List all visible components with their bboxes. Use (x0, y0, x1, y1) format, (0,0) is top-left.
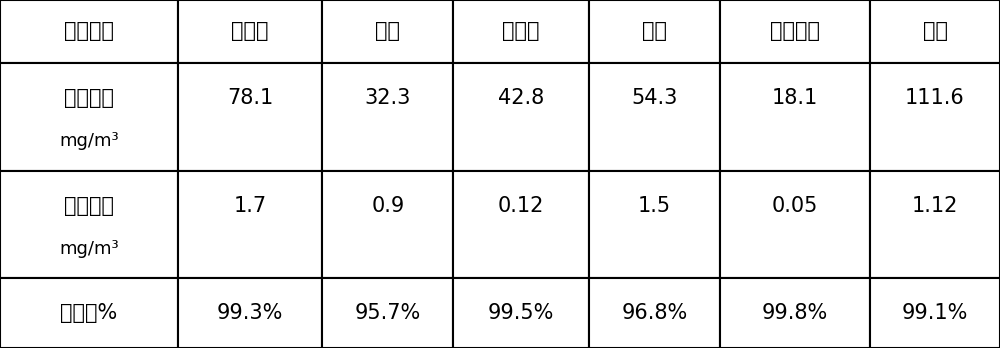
Bar (870, 278, 1000, 348)
Bar (178, 171, 322, 278)
Bar (322, 0, 453, 63)
Bar (589, 278, 720, 348)
Text: 99.3%: 99.3% (217, 303, 283, 323)
Text: 重铬酸: 重铬酸 (502, 21, 540, 41)
Text: 进口浓度: 进口浓度 (64, 88, 114, 108)
Bar (589, 0, 720, 63)
Text: 乙酸乙酯: 乙酸乙酯 (770, 21, 820, 41)
Bar (453, 278, 589, 348)
Bar (870, 0, 1000, 63)
Text: 1.5: 1.5 (638, 196, 671, 216)
Text: 42.8: 42.8 (498, 88, 544, 108)
Bar (453, 63, 589, 171)
Bar (322, 278, 453, 348)
Bar (453, 0, 589, 63)
Text: 99.5%: 99.5% (488, 303, 554, 323)
Text: 18.1: 18.1 (772, 88, 818, 108)
Text: 0.12: 0.12 (498, 196, 544, 216)
Text: 0.9: 0.9 (371, 196, 404, 216)
Text: 0.05: 0.05 (772, 196, 818, 216)
Text: 99.1%: 99.1% (902, 303, 968, 323)
Text: 去除率%: 去除率% (60, 303, 118, 323)
Text: 111.6: 111.6 (905, 88, 965, 108)
Text: 99.8%: 99.8% (762, 303, 828, 323)
Bar (178, 63, 322, 171)
Bar (178, 0, 322, 63)
Bar (453, 171, 589, 278)
Bar (0, 0, 178, 63)
Text: 出口浓度: 出口浓度 (64, 196, 114, 216)
Text: 废气成分: 废气成分 (64, 21, 114, 41)
Text: 32.3: 32.3 (365, 88, 411, 108)
Bar (870, 63, 1000, 171)
Text: mg/m³: mg/m³ (59, 240, 119, 258)
Text: 95.7%: 95.7% (355, 303, 421, 323)
Text: 甲苯: 甲苯 (922, 21, 948, 41)
Bar (720, 63, 870, 171)
Bar (720, 171, 870, 278)
Text: 氯化氢: 氯化氢 (231, 21, 269, 41)
Text: mg/m³: mg/m³ (59, 132, 119, 150)
Text: 1.7: 1.7 (233, 196, 267, 216)
Text: 1.12: 1.12 (912, 196, 958, 216)
Bar (0, 63, 178, 171)
Bar (589, 171, 720, 278)
Bar (178, 278, 322, 348)
Bar (322, 171, 453, 278)
Bar (0, 171, 178, 278)
Bar (0, 278, 178, 348)
Bar (322, 63, 453, 171)
Text: 96.8%: 96.8% (621, 303, 688, 323)
Text: 醋酸: 醋酸 (642, 21, 667, 41)
Text: 磷酸: 磷酸 (375, 21, 400, 41)
Bar (870, 171, 1000, 278)
Text: 78.1: 78.1 (227, 88, 273, 108)
Bar (720, 0, 870, 63)
Bar (589, 63, 720, 171)
Text: 54.3: 54.3 (631, 88, 678, 108)
Bar (720, 278, 870, 348)
